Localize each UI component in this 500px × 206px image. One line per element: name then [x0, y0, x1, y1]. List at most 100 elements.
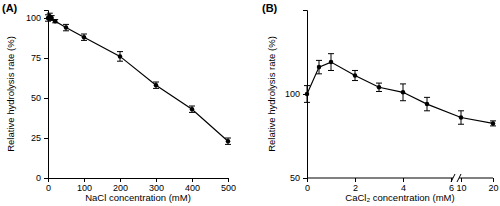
error-bar — [117, 52, 123, 62]
data-point — [329, 60, 334, 65]
x-tick-mark — [355, 178, 356, 182]
y-tick-label: 100 — [26, 13, 41, 23]
axis-break — [457, 174, 461, 182]
panel: (B)0246102050100CaCl₂ concentration (mM)… — [262, 2, 499, 203]
x-tick-mark — [156, 178, 157, 182]
x-axis-title: NaCl concentration (mM) — [85, 192, 191, 203]
data-point — [401, 90, 406, 95]
error-bar-cap — [304, 85, 310, 86]
error-bar — [225, 138, 231, 144]
error-bar — [81, 34, 87, 40]
y-tick-label: 0 — [36, 173, 41, 183]
panel-label: (B) — [262, 2, 278, 14]
error-bar-cap — [458, 124, 464, 125]
data-point — [377, 85, 382, 90]
x-tick-label: 0 — [305, 183, 310, 193]
y-tick-label: 50 — [290, 173, 300, 183]
x-axis-line — [307, 178, 453, 179]
error-bar-cap — [47, 13, 53, 14]
error-bar-cap — [352, 80, 358, 81]
x-tick-mark — [120, 178, 121, 182]
data-point — [491, 121, 496, 126]
x-tick-mark — [192, 178, 193, 182]
data-line — [307, 62, 493, 123]
error-bar — [304, 86, 310, 103]
error-bar-cap — [376, 83, 382, 84]
error-bar-cap — [424, 110, 430, 111]
y-axis: 50 100 — [285, 11, 308, 184]
panel-label: (A) — [2, 2, 18, 14]
data-point — [353, 73, 358, 78]
error-bar-cap — [225, 144, 231, 145]
error-bar — [458, 111, 464, 124]
data-point — [425, 102, 430, 107]
x-tick-mark — [493, 178, 494, 182]
x-tick-mark — [461, 178, 462, 182]
x-tick-label: 0 — [46, 183, 51, 193]
error-bar-cap — [189, 106, 195, 107]
error-bar — [316, 60, 322, 73]
error-bar-cap — [328, 53, 334, 54]
error-bar — [400, 84, 406, 101]
data-point — [226, 139, 231, 144]
error-bar-cap — [81, 40, 87, 41]
error-bar — [63, 24, 69, 30]
error-bar-cap — [376, 91, 382, 92]
data-point — [305, 92, 310, 97]
data-point — [64, 25, 69, 30]
y-tick-mark — [44, 138, 48, 139]
error-bar-cap — [117, 51, 123, 52]
x-axis-line — [49, 179, 229, 183]
y-tick-label: 100 — [285, 89, 300, 99]
data-point — [459, 115, 464, 120]
error-bar-cap — [117, 61, 123, 62]
plot-area — [304, 54, 496, 126]
x-tick-label: 500 — [221, 183, 236, 193]
y-tick-label: 75 — [31, 53, 41, 63]
error-bar-cap — [153, 82, 159, 83]
error-bar-cap — [316, 60, 322, 61]
error-bar-cap — [225, 138, 231, 139]
y-tick-mark — [44, 98, 48, 99]
y-tick: 50 — [290, 173, 307, 183]
axis-break — [451, 174, 455, 182]
error-bar-cap — [328, 70, 334, 71]
error-bar-cap — [352, 70, 358, 71]
data-point — [154, 83, 159, 88]
x-tick-mark — [228, 178, 229, 182]
y-tick: 100 — [26, 13, 48, 23]
error-bar-cap — [63, 30, 69, 31]
x-tick-mark — [403, 178, 404, 182]
x-tick-label: 10 — [456, 183, 466, 193]
x-tick-mark — [84, 178, 85, 182]
error-bar — [424, 97, 430, 110]
error-bar — [189, 106, 195, 112]
x-axis: 02461020 — [305, 174, 499, 193]
x-axis-title: CaCl₂ concentration (mM) — [345, 192, 454, 203]
error-bar — [52, 20, 58, 23]
data-point — [49, 16, 54, 21]
data-point — [118, 54, 123, 59]
data-point — [82, 35, 87, 40]
y-tick-mark — [44, 58, 48, 59]
panel: (A)01002003004005000255075100NaCl concen… — [2, 2, 236, 203]
y-axis-title: Relative hydrolysis rate (%) — [5, 36, 16, 152]
y-axis: 0255075100 — [26, 11, 49, 184]
data-point — [190, 107, 195, 112]
plot-area — [45, 13, 231, 144]
error-bar — [376, 83, 382, 91]
error-bar-cap — [63, 24, 69, 25]
error-bar-cap — [458, 110, 464, 111]
x-tick: 0 — [46, 178, 51, 193]
error-bar-cap — [304, 102, 310, 103]
y-tick: 50 — [31, 93, 48, 103]
y-tick: 0 — [36, 173, 48, 183]
x-tick-label: 20 — [488, 183, 498, 193]
error-bar — [328, 54, 334, 71]
y-tick: 100 — [285, 89, 307, 99]
error-bar — [153, 82, 159, 88]
error-bar-cap — [316, 73, 322, 74]
figure: (A)01002003004005000255075100NaCl concen… — [0, 0, 500, 206]
y-axis-line — [44, 11, 49, 179]
data-line — [48, 16, 228, 141]
